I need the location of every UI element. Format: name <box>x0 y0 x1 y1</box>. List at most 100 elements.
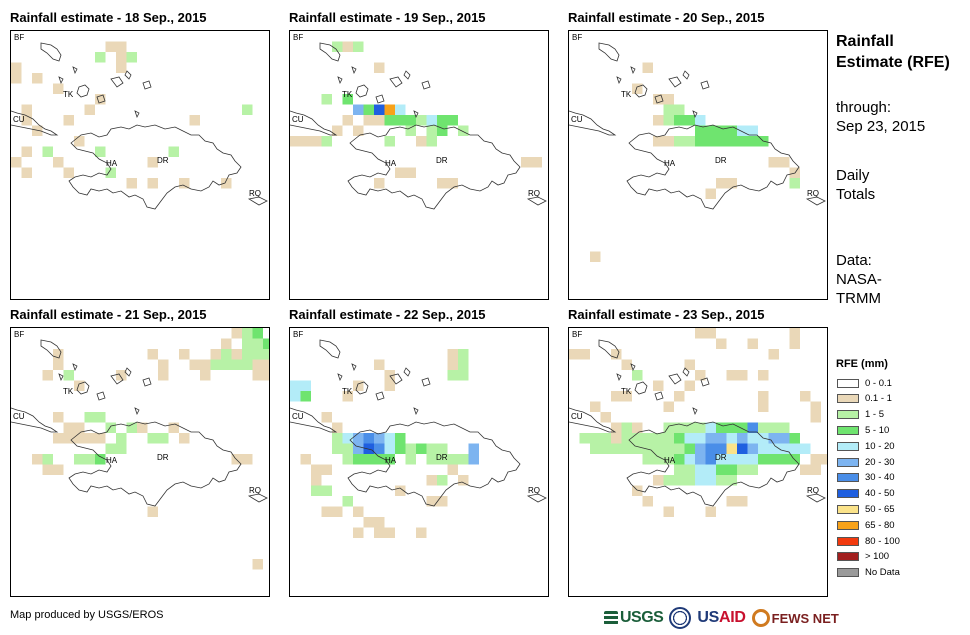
coastline <box>142 80 152 90</box>
rainfall-cell <box>663 443 674 454</box>
rainfall-grid <box>290 41 547 210</box>
rainfall-cell <box>116 41 127 52</box>
rainfall-cell <box>53 359 64 370</box>
coastline <box>134 110 140 119</box>
rainfall-cell <box>810 464 821 475</box>
map-label-bf: BF <box>572 33 583 42</box>
legend-swatch <box>837 425 859 435</box>
rainfall-cell <box>695 422 706 433</box>
map-label-cu: CU <box>571 115 583 124</box>
map-title: Rainfall Estimate (RFE) <box>836 33 950 71</box>
coastline <box>68 421 242 507</box>
legend-swatch <box>837 394 859 404</box>
rainfall-cell <box>684 422 695 433</box>
map-label-cu: CU <box>13 412 25 421</box>
rainfall-cell <box>179 178 190 189</box>
rainfall-cell <box>758 370 769 381</box>
coastline <box>76 381 90 395</box>
rainfall-cell <box>768 349 779 360</box>
rainfall-cell <box>768 157 779 168</box>
rainfall-cell <box>32 125 43 136</box>
rainfall-cell <box>737 496 748 507</box>
rainfall-cell <box>579 433 590 444</box>
legend-item: 50 - 65 <box>837 503 895 515</box>
coastline <box>58 373 64 382</box>
legend-swatch <box>837 489 859 499</box>
map-label-dr: DR <box>157 156 169 165</box>
rainfall-cell <box>405 167 416 178</box>
rainfall-cell <box>342 496 353 507</box>
rainfall-cell <box>252 328 263 339</box>
legend-swatch <box>837 473 859 483</box>
rainfall-cell <box>374 527 385 538</box>
rainfall-cell <box>684 359 695 370</box>
rainfall-cell <box>642 62 653 73</box>
coastline <box>351 66 357 75</box>
rainfall-cell <box>653 94 664 105</box>
rainfall-cell <box>821 454 827 465</box>
coastline <box>355 381 369 395</box>
rainfall-cell <box>42 146 53 157</box>
rainfall-cell <box>663 401 674 412</box>
rainfall-cell <box>384 433 395 444</box>
rainfall-cell <box>674 464 685 475</box>
map-label-ha: HA <box>385 159 397 168</box>
legend-item: 10 - 20 <box>837 440 895 452</box>
rainfall-cell <box>695 115 706 126</box>
usgs-mark-icon <box>604 611 618 625</box>
rainfall-cell <box>395 485 406 496</box>
rainfall-grid <box>569 42 826 262</box>
rainfall-cell <box>105 443 116 454</box>
rainfall-cell <box>663 454 674 465</box>
rainfall-cell <box>342 443 353 454</box>
rainfall-cell <box>737 422 748 433</box>
rainfall-map-1: BF TK CU HA DR RQ <box>10 30 270 300</box>
rainfall-cell <box>695 443 706 454</box>
coastline <box>72 363 78 372</box>
rainfall-cell <box>747 125 758 136</box>
rainfall-cell <box>353 443 364 454</box>
rainfall-cell <box>416 443 427 454</box>
coastline <box>668 373 682 385</box>
rainfall-cell <box>147 349 158 360</box>
rainfall-cell <box>447 349 458 360</box>
rainfall-cell <box>63 167 74 178</box>
rainfall-cell <box>695 475 706 486</box>
coastline <box>58 76 64 85</box>
rainfall-cell <box>437 454 448 465</box>
rainfall-cell <box>353 41 364 52</box>
rainfall-cell <box>95 412 106 423</box>
rainfall-cell <box>126 52 137 63</box>
rainfall-cell <box>437 125 448 136</box>
rainfall-cell <box>395 443 406 454</box>
usgs-logo: USGS <box>604 609 664 627</box>
rainfall-cell <box>95 454 106 465</box>
rainfall-cell <box>447 178 458 189</box>
rainfall-cell <box>458 475 469 486</box>
rainfall-cell <box>74 422 85 433</box>
rainfall-cell <box>611 433 622 444</box>
rainfall-cell <box>437 475 448 486</box>
panel-title-6: Rainfall estimate - 23 Sep., 2015 <box>568 307 765 322</box>
rainfall-cell <box>321 412 332 423</box>
coastline <box>68 124 242 210</box>
coastline <box>692 110 698 119</box>
rainfall-cell <box>84 412 95 423</box>
rainfall-cell <box>726 475 737 486</box>
rainfall-cell <box>374 62 385 73</box>
rainfall-cell <box>779 454 790 465</box>
rainfall-cell <box>158 433 169 444</box>
rainfall-cell <box>405 454 416 465</box>
coastline <box>375 94 385 104</box>
rainfall-cell <box>311 475 322 486</box>
rainfall-cell <box>768 433 779 444</box>
rainfall-cell <box>437 443 448 454</box>
rainfall-cell <box>447 370 458 381</box>
rainfall-cell <box>252 559 263 570</box>
coastline <box>11 407 59 433</box>
coastline <box>805 196 826 206</box>
rainfall-cell <box>716 433 727 444</box>
rainfall-cell <box>363 115 374 126</box>
rainfall-cell <box>632 422 643 433</box>
rainfall-cell <box>458 370 469 381</box>
